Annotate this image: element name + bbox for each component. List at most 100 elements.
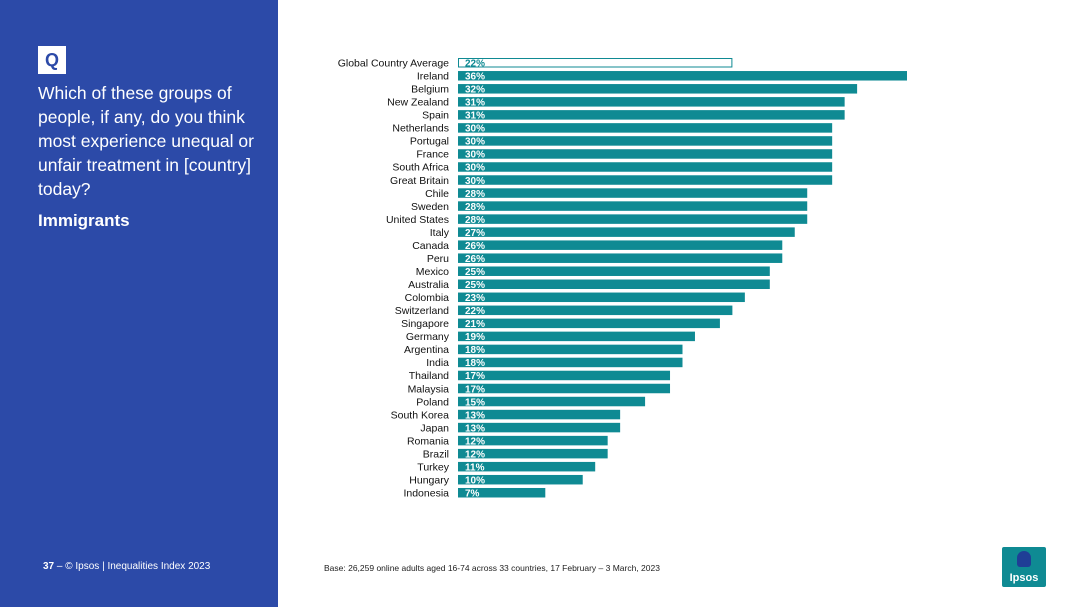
category-label: Portugal — [410, 136, 449, 148]
category-label: Netherlands — [392, 123, 449, 135]
category-label: Romania — [407, 435, 449, 447]
category-label: Great Britain — [390, 175, 449, 187]
category-label: New Zealand — [387, 97, 449, 109]
logo-mark-icon — [1017, 551, 1031, 567]
question-text: Which of these groups of people, if any,… — [38, 83, 254, 199]
category-label: Peru — [427, 253, 449, 265]
value-label: 30% — [465, 163, 485, 174]
bar — [458, 188, 808, 198]
value-label: 11% — [465, 462, 485, 473]
category-label: India — [426, 357, 449, 369]
bar — [458, 84, 858, 94]
value-label: 12% — [465, 436, 485, 447]
bar — [458, 292, 745, 303]
value-label: 23% — [465, 293, 485, 304]
category-label: South Korea — [391, 409, 450, 421]
bar — [458, 123, 833, 133]
value-label: 10% — [465, 475, 485, 486]
category-label: Global Country Average — [338, 58, 449, 70]
category-label: Thailand — [409, 370, 449, 382]
category-label: Brazil — [423, 448, 449, 460]
value-label: 26% — [465, 241, 485, 252]
category-label: Malaysia — [408, 383, 450, 395]
value-label: 28% — [465, 189, 485, 200]
bar — [458, 97, 845, 107]
category-label: Canada — [412, 240, 449, 252]
category-label: Hungary — [409, 474, 449, 486]
bar — [458, 435, 608, 446]
question-badge: Q — [38, 46, 66, 74]
value-label: 30% — [465, 124, 485, 135]
bar — [458, 162, 833, 172]
category-label: United States — [386, 214, 449, 226]
category-label: Mexico — [416, 266, 449, 278]
bar — [458, 227, 795, 237]
value-label: 25% — [465, 267, 485, 278]
value-label: 31% — [465, 111, 485, 122]
value-label: 15% — [465, 397, 485, 408]
category-label: Chile — [425, 188, 449, 200]
bar — [458, 136, 833, 146]
category-label: Singapore — [401, 318, 449, 330]
value-label: 27% — [465, 228, 485, 239]
value-label: 22% — [465, 59, 485, 70]
category-label: Ireland — [417, 71, 449, 83]
base-note: Base: 26,259 online adults aged 16-74 ac… — [324, 563, 660, 573]
bar — [458, 383, 671, 394]
bar — [458, 253, 783, 263]
bar — [458, 344, 683, 355]
value-label: 28% — [465, 215, 485, 226]
category-label: Argentina — [404, 344, 449, 356]
bar — [458, 474, 583, 485]
logo-text: Ipsos — [1009, 572, 1039, 584]
bar — [458, 461, 596, 472]
sidebar: Q Which of these groups of people, if an… — [0, 0, 278, 607]
value-label: 13% — [465, 410, 485, 421]
bar — [458, 305, 733, 316]
bar — [458, 357, 683, 368]
value-label: 12% — [465, 449, 485, 460]
category-label: Indonesia — [403, 487, 449, 499]
bar — [458, 331, 695, 342]
value-label: 17% — [465, 371, 485, 382]
bar — [458, 110, 845, 120]
bar — [458, 422, 621, 433]
category-label: Turkey — [417, 461, 449, 473]
ipsos-logo: Ipsos — [1002, 547, 1046, 587]
category-label: Australia — [408, 279, 449, 291]
category-label: Spain — [422, 110, 449, 122]
bar — [458, 214, 808, 224]
category-label: Sweden — [411, 201, 449, 213]
bar — [458, 487, 546, 498]
value-label: 30% — [465, 150, 485, 161]
value-label: 30% — [465, 176, 485, 187]
value-label: 36% — [465, 72, 485, 83]
bar — [458, 266, 770, 276]
bar-chart: Global Country Average 22% Ireland 36% Belgi… — [338, 58, 907, 499]
bar — [458, 240, 783, 250]
category-label: Italy — [430, 227, 450, 239]
bar — [458, 279, 770, 290]
value-label: 19% — [465, 332, 485, 343]
value-label: 28% — [465, 202, 485, 213]
bar — [458, 409, 621, 420]
bar — [458, 175, 833, 185]
value-label: 17% — [465, 384, 485, 395]
footer-left: 37 – © Ipsos | Inequalities Index 2023 — [43, 561, 210, 572]
value-label: 30% — [465, 137, 485, 148]
value-label: 31% — [465, 98, 485, 109]
category-label: Colombia — [405, 292, 450, 304]
category-label: South Africa — [392, 162, 449, 174]
bar — [458, 149, 833, 159]
bar — [458, 318, 720, 329]
category-label: Germany — [406, 331, 450, 343]
value-label: 26% — [465, 254, 485, 265]
value-label: 18% — [465, 358, 485, 369]
category-label: France — [416, 149, 449, 161]
bar — [458, 396, 646, 407]
bar — [458, 448, 608, 459]
category-label: Poland — [416, 396, 449, 408]
page-number: 37 — [43, 561, 55, 572]
bar — [458, 370, 671, 381]
subject-label: Immigrants — [38, 211, 130, 230]
